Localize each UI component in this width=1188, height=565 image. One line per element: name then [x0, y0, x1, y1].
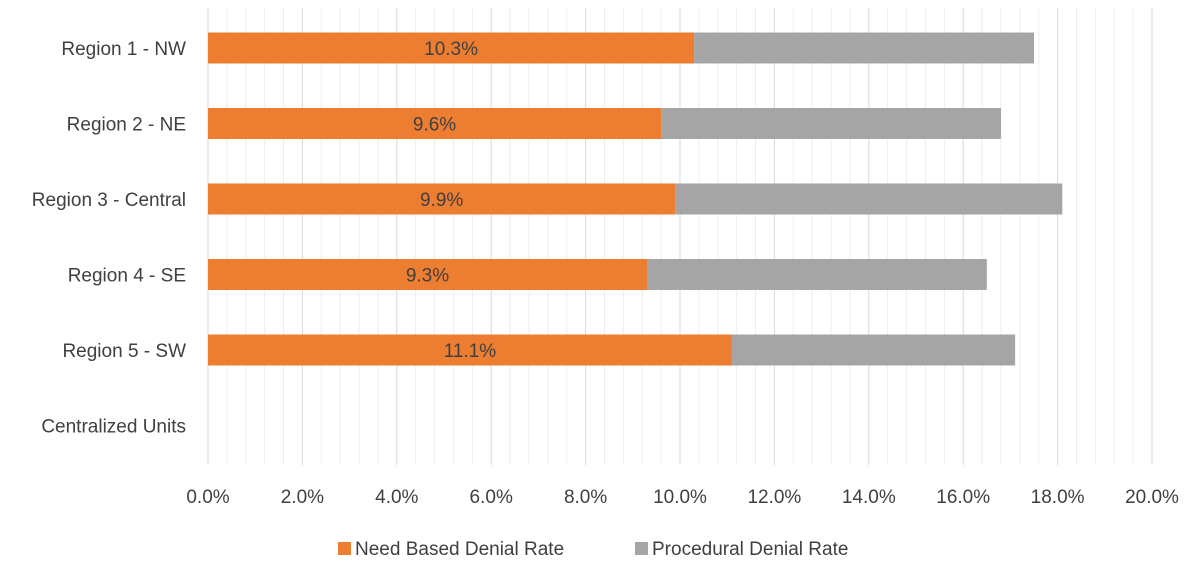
data-label: 9.3%: [406, 266, 449, 287]
x-tick-label: 4.0%: [375, 487, 418, 508]
category-labels: Region 1 - NW Region 2 - NE Region 3 - Cen…: [32, 39, 186, 438]
x-tick-label: 12.0%: [747, 487, 801, 508]
category-label: Region 1 - NW: [61, 39, 186, 60]
x-tick-label: 10.0%: [653, 487, 707, 508]
x-tick-label: 14.0%: [842, 487, 896, 508]
x-tick-labels: 0.0% 2.0% 4.0% 6.0% 8.0% 10.0% 12.0% 14.0% 16.0%…: [186, 487, 1179, 508]
legend-swatch-procedural: [635, 542, 648, 555]
x-tick-label: 0.0%: [186, 487, 229, 508]
category-label: Region 3 - Central: [32, 190, 186, 211]
x-tick-label: 20.0%: [1125, 487, 1179, 508]
bar-need-based: [208, 334, 732, 366]
data-label: 11.1%: [444, 341, 497, 362]
category-label: Centralized Units: [41, 417, 186, 438]
bar-need-based: [208, 183, 676, 215]
bar-procedural: [694, 32, 1034, 64]
minor-gridlines: [226, 8, 1134, 465]
legend: Need Based Denial Rate Procedural Denial…: [338, 539, 848, 560]
bar-need-based: [208, 259, 647, 290]
legend-swatch-need-based: [338, 542, 351, 555]
bar-need-based: [208, 108, 662, 139]
category-label: Region 4 - SE: [68, 266, 186, 287]
bar-procedural: [731, 334, 1016, 366]
bar-need-based: [208, 32, 695, 64]
x-tick-label: 2.0%: [281, 487, 324, 508]
x-tick-label: 16.0%: [936, 487, 990, 508]
x-tick-label: 6.0%: [470, 487, 513, 508]
major-gridlines: [207, 8, 1153, 465]
legend-label-procedural: Procedural Denial Rate: [652, 539, 848, 560]
bar-procedural: [675, 183, 1063, 215]
bar-procedural: [646, 259, 987, 290]
bars: [208, 32, 1063, 366]
data-labels: 10.3% 9.6% 9.9% 9.3% 11.1%: [406, 39, 496, 362]
legend-label-need-based: Need Based Denial Rate: [355, 539, 564, 560]
x-tick-label: 8.0%: [564, 487, 607, 508]
category-label: Region 2 - NE: [67, 115, 186, 136]
data-label: 9.9%: [420, 190, 463, 211]
data-label: 10.3%: [424, 39, 478, 60]
bar-procedural: [661, 108, 1001, 139]
data-label: 9.6%: [413, 115, 456, 136]
x-tick-label: 18.0%: [1031, 487, 1085, 508]
category-label: Region 5 - SW: [62, 341, 186, 362]
